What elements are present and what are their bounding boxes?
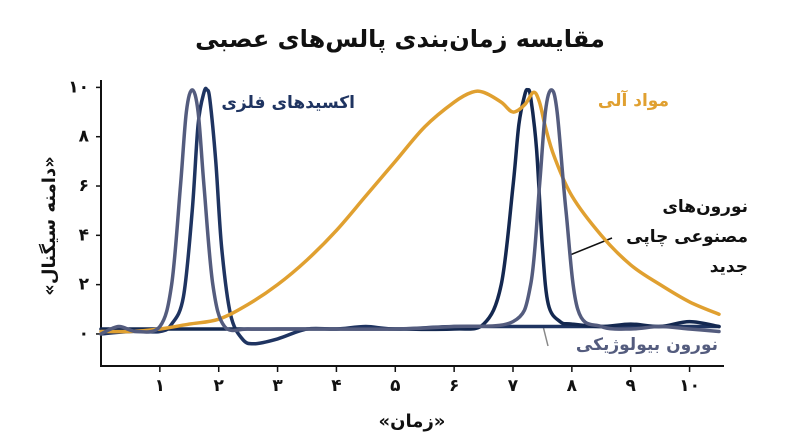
series-label: مواد آلی [597, 91, 669, 111]
x-tick-label: ۷ [508, 376, 519, 396]
series-label: نورون بیولوژیکی [575, 335, 718, 355]
y-tick-label: ۴ [79, 225, 89, 245]
x-tick-label: ۶ [449, 376, 459, 396]
series-line [99, 89, 721, 334]
x-tick-label: ۵ [390, 376, 400, 396]
series-line [99, 88, 721, 336]
x-tick-label: ۲ [214, 376, 225, 396]
x-axis-label: «زمان» [379, 411, 446, 432]
y-tick-label: ۸ [79, 127, 90, 147]
x-tick-label: ۳ [272, 376, 283, 396]
series-label: نورون‌های مصنوعی چاپی جدید [626, 197, 748, 277]
y-tick-label: ۶ [79, 176, 89, 196]
x-tick-label: ۱ [155, 376, 165, 396]
y-axis-label: «دامنه سیگنال» [38, 156, 60, 296]
y-tick-label: ۲ [79, 275, 90, 295]
x-tick-label: ۱۰ [679, 376, 700, 396]
y-tick-label: ۱۰ [68, 77, 89, 97]
chart-title: مقایسه زمان‌بندی پالس‌های عصبی [195, 25, 605, 53]
x-tick-label: ۴ [331, 376, 341, 396]
x-tick-label: ۸ [567, 376, 578, 396]
x-tick-label: ۹ [626, 376, 637, 396]
y-tick-label: ۰ [79, 324, 89, 344]
leader-line [542, 325, 549, 347]
series-label: اکسیدهای فلزی [221, 93, 355, 113]
